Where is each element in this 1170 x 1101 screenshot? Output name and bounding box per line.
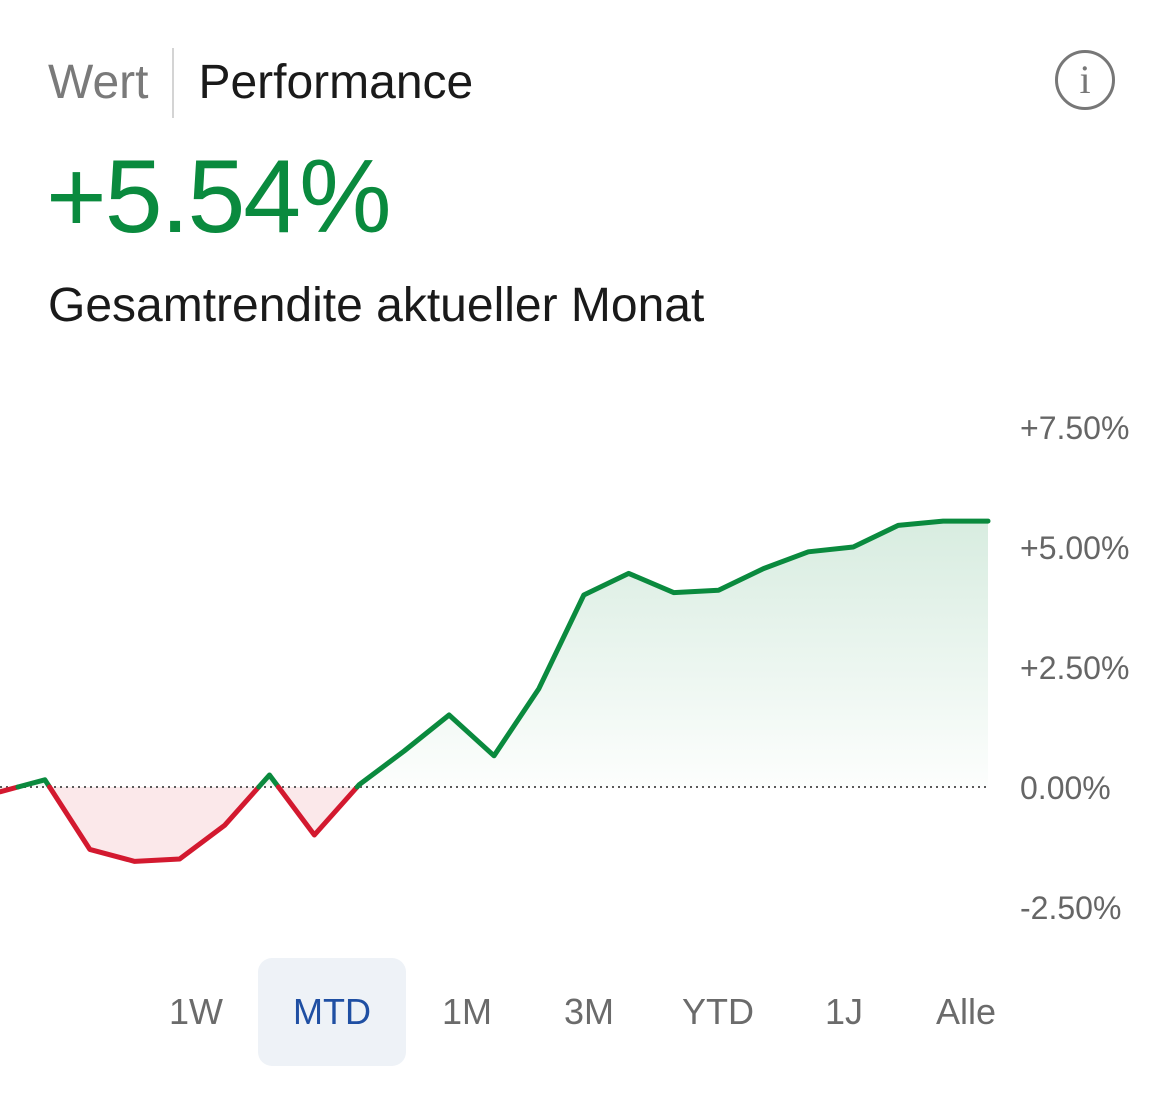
info-button[interactable]: i [1055, 50, 1115, 110]
range-option-1j[interactable]: 1J [824, 991, 864, 1032]
performance-chart: +7.50% +5.00% +2.50% 0.00% -2.50% [0, 410, 1129, 926]
range-option-alle[interactable]: Alle [935, 991, 997, 1032]
info-icon: i [1079, 57, 1091, 102]
performance-value: +5.54% [46, 139, 392, 255]
series-line-positive-5 [354, 518, 991, 790]
range-option-mtd[interactable]: MTD [258, 958, 406, 1066]
series-line-positive-3 [256, 772, 281, 790]
area-fill-positive-5 [357, 521, 989, 787]
tab-performance[interactable]: Performance [198, 56, 474, 109]
series-line-positive-1 [15, 777, 53, 790]
performance-subtitle: Gesamtrendite aktueller Monat [48, 279, 705, 332]
y-tick-label: 0.00% [1020, 770, 1111, 806]
y-tick-label: +7.50% [1020, 410, 1129, 446]
y-tick-label: +5.00% [1020, 530, 1129, 566]
tab-divider [172, 48, 175, 118]
range-option-1m[interactable]: 1M [441, 991, 492, 1032]
area-fill-negative-4 [278, 787, 358, 835]
series-line-negative-0 [0, 784, 21, 795]
range-option-1w[interactable]: 1W [169, 991, 223, 1032]
range-option-3m[interactable]: 3M [563, 991, 614, 1032]
area-fill-negative-2 [49, 787, 259, 862]
series-line-negative-2 [47, 784, 262, 864]
range-option-ytd[interactable]: YTD [682, 991, 754, 1032]
y-tick-label: -2.50% [1020, 890, 1121, 926]
view-tabs: Wert Performance [48, 48, 473, 118]
y-tick-label: +2.50% [1020, 650, 1129, 686]
tab-wert[interactable]: Wert [48, 56, 149, 109]
series-line-negative-4 [275, 784, 360, 838]
